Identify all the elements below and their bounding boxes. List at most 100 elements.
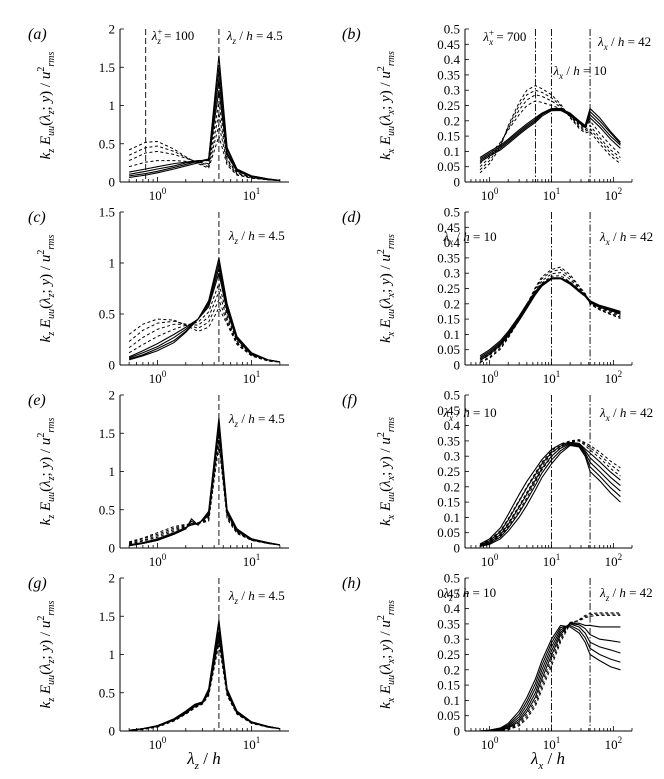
y-tick-label: 0.25 — [437, 281, 460, 296]
y-tick-label: 0.4 — [444, 52, 461, 67]
reference-label: λz / h = 42 — [599, 585, 653, 603]
y-tick-label: 0.2 — [444, 662, 460, 677]
reference-label: λz / h = 4.5 — [226, 28, 283, 46]
y-tick-label: 0.2 — [444, 296, 460, 311]
series-solid-4 — [480, 622, 621, 732]
reference-label: λz / h = 4.5 — [228, 588, 285, 606]
series-solid-3 — [480, 623, 621, 732]
series-dashed-2 — [479, 94, 621, 168]
panel-label: (b) — [342, 26, 361, 43]
y-tick-label: 0.05 — [437, 708, 460, 723]
y-tick-label: 0.15 — [437, 495, 460, 510]
series-dashed-2 — [479, 272, 621, 361]
x-tick-label: 101 — [243, 735, 260, 752]
panel-e: 0 0.5 1 1.5 2 100 101 λz / h = 4.5 (e) kz Euu(λz;… — [28, 388, 289, 569]
series-dashed-1 — [128, 101, 280, 181]
x-tick-label: 102 — [605, 735, 623, 752]
reference-label: λz / h = 10 — [442, 585, 496, 603]
x-tick-label: 100 — [481, 186, 499, 203]
y-tick-label: 0.1 — [444, 327, 460, 342]
panel-label: (e) — [28, 392, 46, 409]
series-dashed-3 — [479, 89, 621, 171]
y-tick-label: 0.45 — [437, 403, 460, 418]
y-tick-label: 0.4 — [444, 601, 461, 616]
y-tick-label: 0 — [109, 175, 116, 190]
x-tick-label: 100 — [149, 735, 167, 752]
y-tick-label: 0.15 — [437, 129, 460, 144]
y-axis-label: kx Euu(λx; y) / u2rms — [376, 417, 397, 526]
series-dashed-2 — [129, 643, 280, 731]
series-solid-3 — [128, 267, 280, 363]
y-tick-label: 0.1 — [444, 510, 460, 525]
reference-label: λx / h = 10 — [442, 229, 496, 247]
x-tick-label: 100 — [149, 369, 167, 386]
y-tick-label: 0.5 — [444, 22, 460, 37]
series-dashed-3 — [128, 440, 280, 546]
series-dashed-2 — [128, 113, 280, 181]
y-tick-label: 0.5 — [444, 388, 460, 403]
series-solid-1 — [479, 444, 621, 548]
y-tick-label: 0.3 — [444, 632, 460, 647]
y-tick-label: 0.1 — [444, 144, 460, 159]
y-tick-label: 0.45 — [437, 37, 460, 52]
series-dashed-3 — [479, 268, 621, 363]
y-axis-label: kx Euu(λx; y) / u2rms — [376, 600, 397, 709]
y-tick-label: 0.25 — [437, 98, 460, 113]
x-tick-label: 101 — [243, 186, 260, 203]
x-tick-label: 102 — [605, 369, 623, 386]
series-solid-4 — [129, 637, 280, 731]
y-axis-label: kz Euu(λz; y) / u2rms — [36, 601, 57, 709]
series-dashed-3 — [128, 298, 280, 363]
series-dashed-1 — [129, 433, 280, 546]
y-tick-label: 0.45 — [437, 586, 460, 601]
series-dashed-1 — [128, 281, 280, 363]
series-solid-4 — [129, 429, 280, 546]
y-tick-label: 0 — [109, 724, 116, 739]
y-axis-label: kx Euu(λx; y) / u2rms — [376, 51, 397, 160]
series-dashed-4 — [128, 444, 280, 546]
y-tick-label: 0.5 — [444, 205, 460, 220]
y-tick-label: 0.05 — [437, 159, 460, 174]
y-tick-label: 0.35 — [437, 250, 460, 265]
y-tick-label: 0.35 — [437, 67, 460, 82]
panel-label: (c) — [28, 209, 46, 226]
series-dashed-3 — [479, 439, 621, 545]
series-dashed-2 — [129, 437, 280, 546]
reference-label: λ+ x = 700 — [482, 28, 526, 47]
panel-c: 0 0.5 1 1.5 100 101 λz / h = 4.5 (c) kz Euu(λz; … — [28, 205, 289, 386]
y-tick-label: 0.25 — [437, 647, 460, 662]
x-tick-label: 100 — [481, 552, 499, 569]
x-tick-label: 100 — [149, 552, 167, 569]
series-solid-5 — [479, 441, 621, 545]
series-dashed-1 — [480, 614, 621, 732]
y-tick-label: 1.5 — [99, 205, 115, 220]
y-tick-label: 1 — [109, 98, 116, 113]
reference-label: λx / h = 42 — [599, 229, 653, 247]
panel-label: (f) — [342, 392, 357, 409]
y-tick-label: 1.5 — [99, 426, 115, 441]
y-tick-label: 0 — [454, 541, 461, 556]
y-tick-label: 0.3 — [444, 83, 460, 98]
y-tick-label: 0 — [109, 358, 116, 373]
panel-label: (g) — [28, 575, 47, 592]
y-tick-label: 1 — [109, 256, 116, 271]
series-solid-2 — [480, 624, 621, 732]
series-dashed-1 — [479, 440, 621, 547]
panel-a: 0 0.5 1 1.5 2 100 101 λ+ z = 100 λz / h = 4.5 (a) k… — [28, 22, 289, 203]
series-solid-4 — [479, 442, 621, 546]
y-tick-label: 0.5 — [99, 307, 115, 322]
y-tick-label: 0.5 — [99, 136, 115, 151]
series-solid-1 — [129, 417, 280, 547]
reference-label: λz / h = 4.5 — [228, 411, 285, 429]
y-tick-label: 0.35 — [437, 433, 460, 448]
y-tick-label: 1.5 — [99, 60, 115, 75]
series-solid-5 — [480, 622, 621, 732]
reference-label: λ+ z = 100 — [151, 27, 195, 46]
x-axis-label-left: λz / h — [186, 749, 220, 772]
y-tick-label: 0.3 — [444, 266, 460, 281]
y-tick-label: 0.35 — [437, 616, 460, 631]
series-dashed-2 — [128, 290, 280, 363]
y-tick-label: 0.2 — [444, 479, 460, 494]
series-dashed-1 — [479, 275, 621, 360]
